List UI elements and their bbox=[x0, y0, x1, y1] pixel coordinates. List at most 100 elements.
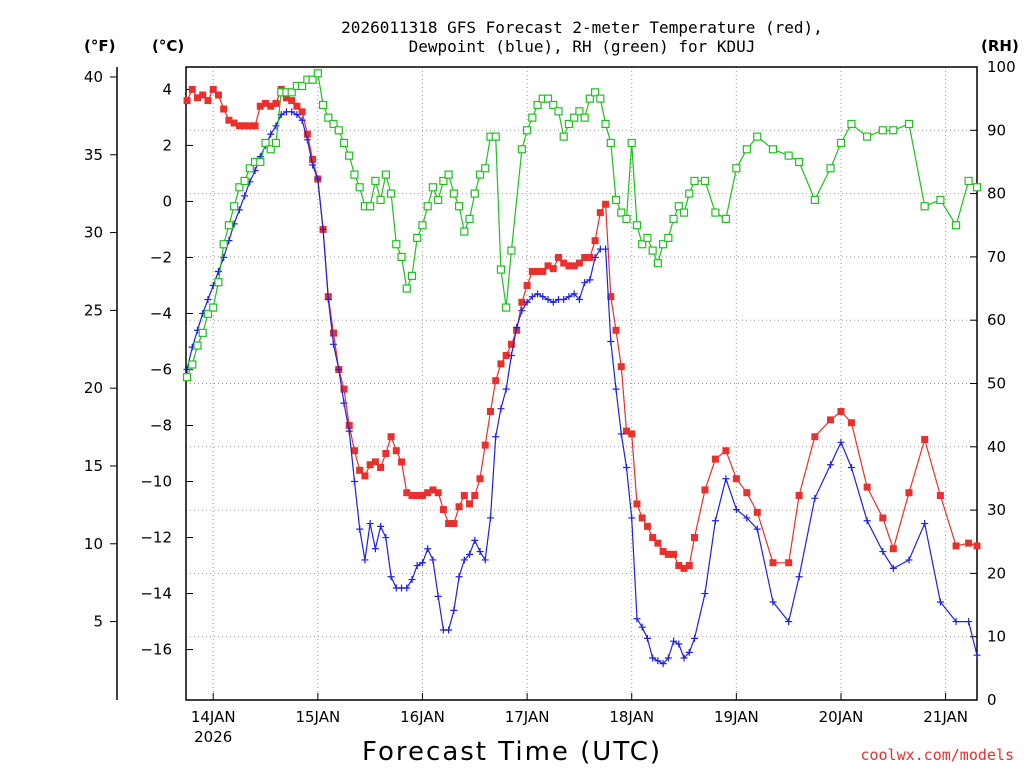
rh-point bbox=[632, 221, 642, 230]
dewpoint-point bbox=[371, 545, 379, 553]
dewpoint-point bbox=[670, 637, 678, 645]
rh-point bbox=[972, 183, 982, 192]
rh-point bbox=[533, 100, 542, 110]
dewpoint-point bbox=[691, 634, 698, 642]
rh-point bbox=[784, 151, 793, 160]
dewpoint-point bbox=[361, 556, 369, 564]
temperature-point bbox=[596, 209, 604, 217]
dewpoint-point bbox=[387, 573, 395, 581]
rh-tick-label: 70 bbox=[987, 248, 1006, 266]
dewpoint-point bbox=[450, 606, 458, 614]
dewpoint-point bbox=[753, 525, 761, 533]
rh-point bbox=[502, 303, 511, 312]
temperature-point bbox=[628, 430, 636, 438]
rh-point bbox=[795, 157, 804, 167]
dewpoint-point bbox=[617, 430, 625, 438]
rh-point bbox=[298, 81, 307, 91]
x-tick-sublabel: 2026 bbox=[194, 728, 232, 746]
rh-point bbox=[491, 132, 500, 141]
temperature-point bbox=[214, 91, 222, 99]
dewpoint-point bbox=[863, 517, 871, 525]
rh-unit-label: (RH) bbox=[981, 37, 1019, 55]
temperature-point bbox=[691, 534, 698, 542]
temperature-point bbox=[267, 102, 275, 110]
temperature-point bbox=[356, 466, 364, 474]
temperature-point bbox=[282, 94, 290, 102]
x-tick-label: 18JAN bbox=[609, 708, 654, 726]
rh-point bbox=[240, 176, 249, 186]
rh-point bbox=[591, 88, 600, 97]
rh-point bbox=[329, 119, 338, 129]
temperature-point bbox=[366, 461, 374, 469]
rh-point bbox=[643, 233, 652, 243]
dewpoint-point bbox=[502, 385, 510, 393]
rh-point bbox=[596, 94, 605, 103]
temperature-point bbox=[225, 116, 233, 124]
rh-point bbox=[271, 138, 281, 148]
temperature-point bbox=[602, 200, 610, 208]
temperature-point bbox=[518, 298, 526, 306]
rh-point bbox=[261, 138, 270, 148]
rh-point bbox=[611, 195, 621, 205]
dewpoint-point bbox=[413, 562, 421, 570]
temperature-point bbox=[183, 97, 191, 105]
temperature-point bbox=[199, 91, 207, 99]
rh-point bbox=[209, 303, 218, 312]
dewpoint-point bbox=[701, 590, 709, 598]
dewpoint-point bbox=[675, 640, 683, 648]
dewpoint-point bbox=[575, 295, 583, 303]
dewpoint-point bbox=[350, 478, 358, 486]
rh-point bbox=[366, 202, 375, 211]
rh-point bbox=[219, 240, 228, 249]
rh-point bbox=[700, 176, 710, 186]
rh-point bbox=[549, 100, 558, 110]
rh-point bbox=[528, 113, 537, 122]
x-tick-label: 15JAN bbox=[295, 708, 340, 726]
rh-point bbox=[836, 138, 846, 148]
rh-point bbox=[235, 183, 244, 192]
series-line bbox=[186, 111, 978, 665]
dewpoint-point bbox=[654, 657, 662, 665]
rh-point bbox=[465, 214, 474, 224]
dewpoint-point bbox=[680, 654, 688, 662]
dewpoint-point bbox=[560, 295, 568, 303]
temperature-point bbox=[965, 539, 973, 547]
temperature-point bbox=[471, 492, 479, 500]
fahrenheit-tick-label: 15 bbox=[84, 457, 103, 475]
rh-tick-label: 20 bbox=[987, 564, 1006, 582]
dewpoint-point bbox=[633, 615, 641, 623]
dewpoint-point bbox=[732, 506, 740, 514]
rh-point bbox=[318, 100, 328, 110]
temperature-point bbox=[879, 514, 887, 522]
dewpoint-point bbox=[481, 556, 489, 564]
temperature-point bbox=[251, 122, 259, 130]
rh-point bbox=[402, 284, 411, 293]
dewpoint-point bbox=[324, 295, 332, 303]
rh-point bbox=[376, 195, 385, 205]
dewpoint-point bbox=[638, 623, 646, 631]
temperature-point bbox=[476, 475, 484, 483]
rh-tick-label: 40 bbox=[987, 438, 1006, 456]
temperature-point bbox=[486, 408, 494, 416]
temperature-point bbox=[732, 475, 740, 483]
temperature-point bbox=[534, 267, 542, 275]
dewpoint-point bbox=[460, 556, 468, 564]
temperature-point bbox=[617, 363, 625, 371]
fahrenheit-tick-label: 5 bbox=[93, 613, 103, 631]
rh-point bbox=[711, 208, 720, 217]
dewpoint-point bbox=[314, 175, 322, 183]
temperature-point bbox=[408, 492, 416, 500]
rh-point bbox=[570, 113, 579, 122]
celsius-tick-label: −2 bbox=[150, 248, 172, 266]
rh-point bbox=[449, 189, 458, 198]
fahrenheit-tick-label: 20 bbox=[84, 379, 103, 397]
dewpoint-point bbox=[466, 550, 474, 558]
temperature-point bbox=[418, 492, 426, 500]
rh-point bbox=[617, 208, 626, 217]
temperature-point bbox=[235, 122, 243, 130]
dewpoint-point bbox=[492, 433, 500, 441]
rh-point bbox=[475, 170, 485, 179]
temperature-point bbox=[455, 503, 463, 511]
dewpoint-point bbox=[581, 279, 589, 287]
